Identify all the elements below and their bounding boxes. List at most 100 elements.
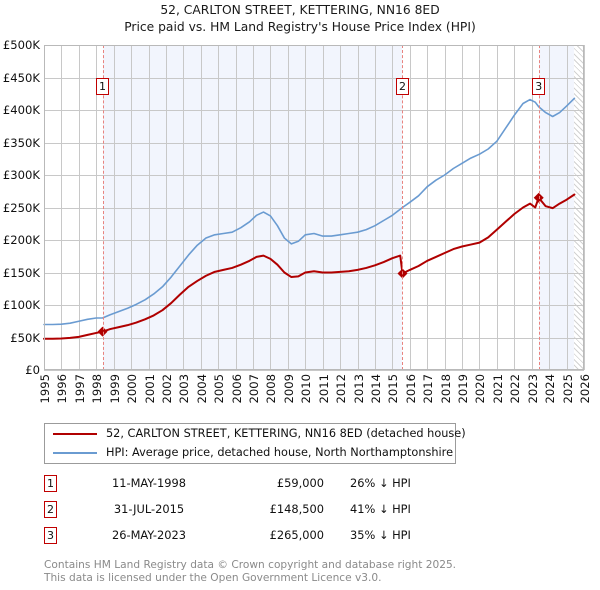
event-badge-3[interactable]: 3 <box>532 78 546 95</box>
gridline-v <box>358 45 359 370</box>
event-vline-3 <box>538 45 540 370</box>
y-tick-label: £400K <box>2 103 40 117</box>
x-tick-label: 2006 <box>229 374 244 404</box>
chart-legend: 52, CARLTON STREET, KETTERING, NN16 8ED … <box>44 423 466 464</box>
gridline-v <box>201 45 202 370</box>
x-tick-label: 2013 <box>351 374 366 404</box>
row-index-badge: 2 <box>44 501 57 518</box>
gridline-h <box>44 370 584 371</box>
x-tick-label: 1998 <box>90 374 105 404</box>
gridline-v <box>114 45 115 370</box>
gridline-v <box>462 45 463 370</box>
legend-label-price-paid: 52, CARLTON STREET, KETTERING, NN16 8ED … <box>106 427 466 440</box>
x-tick-label: 1997 <box>72 374 87 404</box>
page-title: 52, CARLTON STREET, KETTERING, NN16 8ED <box>160 3 440 17</box>
x-tick-label: 2011 <box>316 374 331 404</box>
x-tick-label: 2007 <box>247 374 262 404</box>
x-tick-label: 2017 <box>421 374 436 404</box>
legend-swatch-price-paid <box>53 432 97 435</box>
y-tick-label: £150K <box>2 265 40 280</box>
x-tick-label: 2001 <box>142 374 157 404</box>
gridline-v <box>445 45 446 370</box>
row-hpi-delta: 41% ↓ HPI <box>350 502 411 516</box>
table-row: 3 26-MAY-2023 £265,000 35% ↓ HPI <box>44 524 474 550</box>
gridline-h <box>44 273 584 274</box>
row-index-badge: 3 <box>44 527 57 544</box>
line-price-paid <box>43 193 576 340</box>
gridline-h <box>44 143 584 144</box>
x-tick-label: 2010 <box>299 374 314 404</box>
gridline-h <box>44 338 584 339</box>
gridline-v <box>427 45 428 370</box>
gridline-v <box>166 45 167 370</box>
event-badge-2[interactable]: 2 <box>395 78 409 95</box>
gridline-v <box>79 45 80 370</box>
gridline-v <box>514 45 515 370</box>
chart-title-block: 52, CARLTON STREET, KETTERING, NN16 8ED … <box>0 2 600 36</box>
gridline-v <box>61 45 62 370</box>
gridline-v <box>375 45 376 370</box>
projection-hatch-band <box>574 45 584 370</box>
row-index-badge: 1 <box>44 475 57 492</box>
x-tick-label: 2025 <box>560 374 575 404</box>
row-hpi-delta: 26% ↓ HPI <box>350 476 411 490</box>
legend-item-hpi: HPI: Average price, detached house, Nort… <box>45 443 455 462</box>
transactions-table: 1 11-MAY-1998 £59,000 26% ↓ HPI 2 31-JUL… <box>44 472 474 550</box>
x-tick-label: 2009 <box>281 374 296 404</box>
event-vline-1 <box>102 45 104 370</box>
line-hpi <box>43 97 576 326</box>
x-tick-label: 2019 <box>456 374 471 404</box>
event-badge-1[interactable]: 1 <box>96 78 110 95</box>
row-price: £265,000 <box>269 528 324 542</box>
y-tick-label: £50K <box>10 330 40 345</box>
x-tick-label: 2015 <box>386 374 401 404</box>
x-tick-label: 1999 <box>107 374 122 404</box>
legend-item-price-paid: 52, CARLTON STREET, KETTERING, NN16 8ED … <box>45 424 466 443</box>
gridline-v <box>410 45 411 370</box>
gridline-v <box>288 45 289 370</box>
x-tick-label: 1995 <box>38 374 52 404</box>
gridline-h <box>44 78 584 79</box>
table-row: 1 11-MAY-1998 £59,000 26% ↓ HPI <box>44 472 474 498</box>
x-tick-label: 2014 <box>368 374 383 404</box>
gridline-v <box>183 45 184 370</box>
y-tick-label: £0 <box>25 363 40 377</box>
x-tick-label: 2023 <box>525 374 540 404</box>
row-date: 31-JUL-2015 <box>113 502 185 516</box>
x-tick-label: 2002 <box>159 374 174 404</box>
gridline-v <box>323 45 324 370</box>
x-tick-label: 2003 <box>177 374 192 404</box>
legend-label-hpi: HPI: Average price, detached house, Nort… <box>106 446 454 459</box>
y-tick-label: £500K <box>2 38 40 52</box>
gridline-v <box>340 45 341 370</box>
x-tick-label: 2005 <box>212 374 227 404</box>
x-tick-label: 2008 <box>264 374 279 404</box>
gridline-v <box>392 45 393 370</box>
plot-area <box>43 45 585 371</box>
gridline-v <box>270 45 271 370</box>
row-price: £59,000 <box>276 476 324 490</box>
gridline-v <box>584 45 585 370</box>
gridline-v <box>567 45 568 370</box>
x-tick-label: 2022 <box>508 374 523 404</box>
gridline-v <box>253 45 254 370</box>
table-row: 2 31-JUL-2015 £148,500 41% ↓ HPI <box>44 498 474 524</box>
gridline-h <box>44 240 584 241</box>
y-tick-label: £100K <box>2 298 40 312</box>
gridline-h <box>44 110 584 111</box>
y-tick-label: £300K <box>2 168 40 182</box>
gridline-v <box>131 45 132 370</box>
x-tick-label: 2024 <box>543 374 558 404</box>
x-tick-label: 2016 <box>403 374 418 404</box>
gridline-v <box>479 45 480 370</box>
page-subtitle: Price paid vs. HM Land Registry's House … <box>124 20 476 34</box>
row-date: 11-MAY-1998 <box>111 476 187 490</box>
x-tick-label: 2018 <box>438 374 453 404</box>
y-tick-label: £350K <box>2 135 40 150</box>
y-tick-label: £450K <box>2 70 40 85</box>
x-tick-label: 2020 <box>473 374 488 404</box>
row-hpi-delta: 35% ↓ HPI <box>350 528 411 542</box>
x-tick-label: 2012 <box>334 374 349 404</box>
legend-swatch-hpi <box>53 451 97 454</box>
